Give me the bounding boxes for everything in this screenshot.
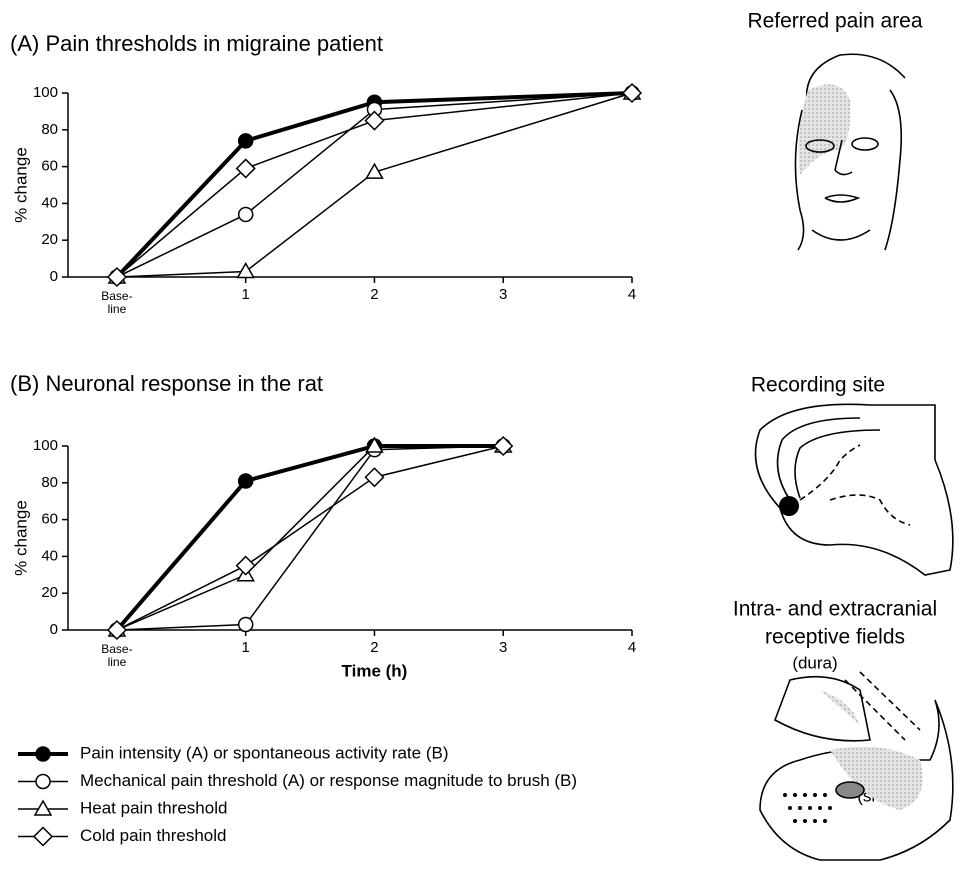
receptive-field-drawing <box>760 672 953 860</box>
figure: Referred pain area Recording site Intra-… <box>0 0 976 886</box>
marker <box>239 207 253 221</box>
illustration-title: Intra- and extracranial <box>733 598 937 621</box>
marker <box>239 617 253 631</box>
marker <box>237 159 255 177</box>
x-axis-label: Time (h) <box>342 661 408 680</box>
x-tick-label: 1 <box>242 286 250 303</box>
x-tick-label: 2 <box>370 286 378 303</box>
y-axis-label: % change <box>11 147 30 223</box>
illustration-title: Referred pain area <box>747 10 922 33</box>
chart-title: (B) Neuronal response in the rat <box>10 371 323 396</box>
y-tick-label: 0 <box>50 268 58 285</box>
legend-label: Mechanical pain threshold (A) or respons… <box>80 771 577 790</box>
x-tick-label: 3 <box>499 639 507 656</box>
illustration-label: (dura) <box>792 653 837 672</box>
y-tick-label: 20 <box>41 231 58 248</box>
y-tick-label: 60 <box>41 511 58 528</box>
legend-label: Heat pain threshold <box>80 798 227 817</box>
series-line <box>117 446 503 630</box>
y-tick-label: 0 <box>50 621 58 638</box>
x-tick-label: 1 <box>242 639 250 656</box>
legend-marker <box>36 747 50 761</box>
legend-marker <box>34 828 52 846</box>
marker <box>238 263 254 277</box>
brain-section-drawing <box>756 404 953 575</box>
marker <box>365 468 383 486</box>
y-tick-label: 100 <box>33 437 58 454</box>
legend-label: Cold pain threshold <box>80 826 226 845</box>
x-tick-label: Base-line <box>101 642 132 669</box>
x-tick-label: 4 <box>628 286 636 303</box>
y-tick-label: 40 <box>41 547 58 564</box>
x-tick-label: Base-line <box>101 289 132 316</box>
y-tick-label: 80 <box>41 474 58 491</box>
face-drawing <box>795 54 905 250</box>
y-tick-label: 20 <box>41 584 58 601</box>
legend-marker <box>36 775 50 789</box>
marker <box>237 557 255 575</box>
x-tick-label: 2 <box>370 639 378 656</box>
y-axis-label: % change <box>11 500 30 576</box>
chart-title: (A) Pain thresholds in migraine patient <box>10 31 383 56</box>
marker <box>239 134 253 148</box>
marker <box>239 474 253 488</box>
y-tick-label: 60 <box>41 158 58 175</box>
x-tick-label: 3 <box>499 286 507 303</box>
y-tick-label: 40 <box>41 194 58 211</box>
illustration-title: receptive fields <box>765 626 905 649</box>
legend-label: Pain intensity (A) or spontaneous activi… <box>80 743 449 762</box>
y-tick-label: 80 <box>41 121 58 138</box>
legend-marker <box>35 801 51 815</box>
y-tick-label: 100 <box>33 84 58 101</box>
illustration-title: Recording site <box>751 374 885 397</box>
x-tick-label: 4 <box>628 639 636 656</box>
